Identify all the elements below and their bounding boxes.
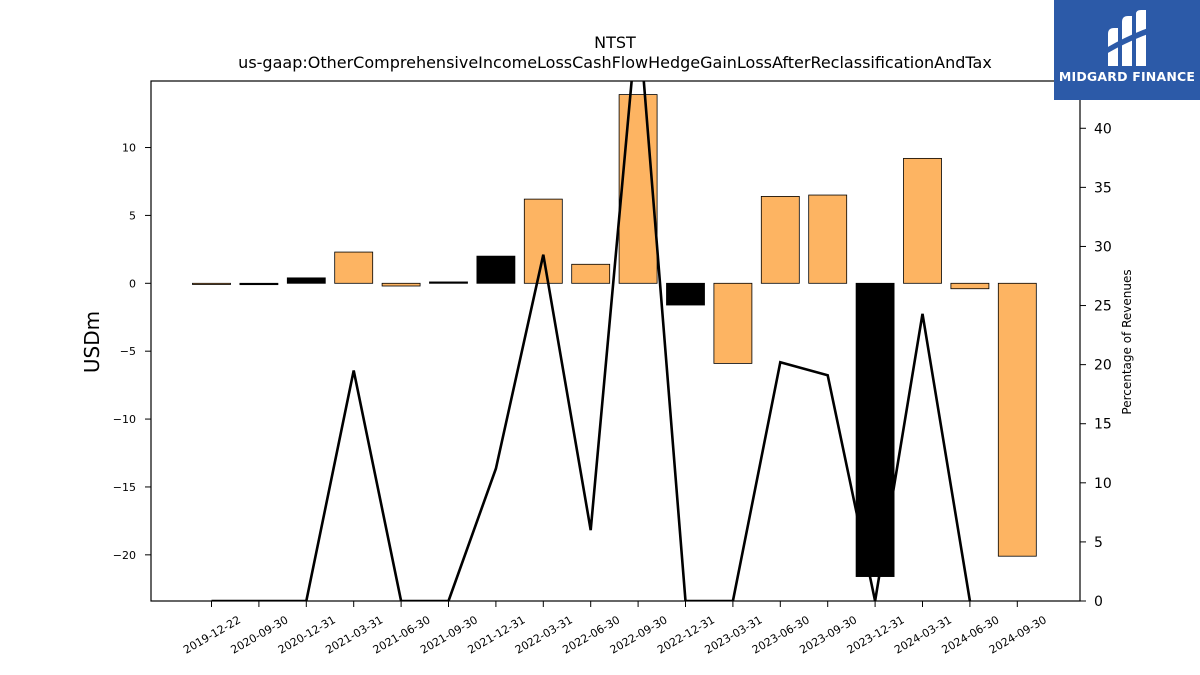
- y-axis-right: 0 5 10 15 20 25 30 35 40: [1080, 121, 1112, 610]
- bar-2020-09-30: [239, 282, 279, 286]
- bar-2021-12-31: [476, 255, 516, 284]
- y2-tick-label: 15: [1094, 417, 1112, 433]
- y2-tick-label: 35: [1094, 180, 1112, 196]
- bar-2024-09-30: [997, 282, 1037, 557]
- revenue-percentage-line-layer: [211, 81, 972, 601]
- x-axis: 2019-12-222020-09-302020-12-312021-03-31…: [181, 601, 1049, 657]
- y2-tick-label: 40: [1094, 121, 1112, 137]
- bar-2023-06-30: [760, 196, 800, 284]
- bar-2021-03-31: [334, 251, 374, 284]
- plot-frame: [150, 80, 1081, 602]
- chart-title: NTST: [594, 33, 636, 52]
- y-tick-label: −20: [113, 549, 136, 562]
- y-tick-label: 0: [129, 277, 136, 290]
- y2-tick-label: 20: [1094, 358, 1112, 374]
- bar-2019-12-22: [192, 282, 231, 285]
- y2-tick-label: 10: [1094, 476, 1112, 492]
- bar-2020-12-31: [286, 277, 326, 284]
- bar-2024-06-30: [950, 282, 990, 290]
- y-tick-label: 10: [122, 142, 136, 155]
- y-axis-left: 10 5 0 −5 −10 −15 −20: [113, 142, 151, 562]
- revenue-percentage-line: [211, 81, 972, 601]
- logo-mark-icon: [1106, 10, 1148, 66]
- y-axis-label: USDm: [80, 311, 104, 373]
- bar-2021-06-30: [381, 282, 421, 287]
- y-tick-label: −10: [113, 413, 136, 426]
- bar-2022-06-30: [571, 263, 611, 284]
- bar-2021-09-30: [429, 281, 468, 284]
- bar-2022-12-31: [666, 282, 705, 306]
- y-tick-label: −5: [120, 345, 136, 358]
- midgard-finance-logo: MIDGARD FINANCE: [1054, 0, 1200, 100]
- y-tick-label: −15: [113, 481, 136, 494]
- bars: [192, 94, 1037, 577]
- bar-2023-03-31: [713, 282, 753, 364]
- bar-2024-03-31: [903, 157, 942, 284]
- chart-subtitle: us-gaap:OtherComprehensiveIncomeLossCash…: [238, 53, 992, 72]
- y2-axis-label: Percentage of Revenues: [1120, 269, 1134, 414]
- bar-2023-09-30: [808, 194, 848, 284]
- y2-tick-label: 0: [1094, 594, 1103, 610]
- y2-tick-label: 30: [1094, 239, 1112, 255]
- logo-text: MIDGARD FINANCE: [1058, 69, 1196, 84]
- y-tick-label: 5: [129, 209, 136, 222]
- bar-2022-09-30: [618, 94, 658, 284]
- bar-2022-03-31: [523, 198, 563, 284]
- y2-tick-label: 5: [1094, 535, 1103, 551]
- y2-tick-label: 25: [1094, 299, 1112, 315]
